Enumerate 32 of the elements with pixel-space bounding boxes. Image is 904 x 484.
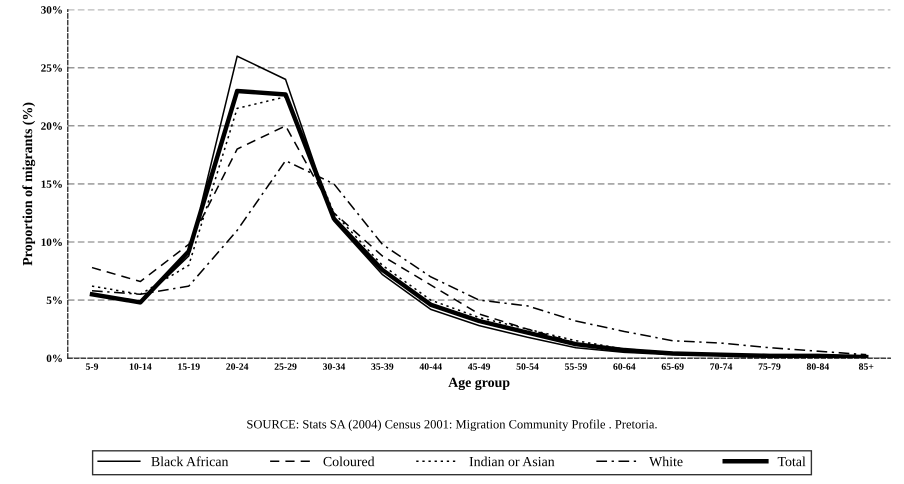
legend-label: Total xyxy=(778,456,806,466)
x-tick-label: 20-24 xyxy=(226,363,248,370)
x-tick-label: 85+ xyxy=(858,363,874,370)
x-tick-label: 55-59 xyxy=(564,363,587,370)
y-tick-label: 0% xyxy=(46,354,62,362)
x-tick-label: 10-14 xyxy=(130,363,152,370)
y-axis-title: Proportion of migrants (%) xyxy=(22,102,36,266)
x-tick-label: 40-44 xyxy=(420,363,442,370)
x-tick-label: 30-34 xyxy=(322,363,346,370)
y-tick-label: 5% xyxy=(46,296,62,304)
y-tick-label: 10% xyxy=(42,238,62,246)
source-note: SOURCE: Stats SA (2004) Census 2001: Migration Community Profile . Pretoria. xyxy=(247,420,657,432)
x-tick-label: 75-79 xyxy=(758,363,780,370)
legend-label: White xyxy=(649,456,683,466)
x-tick-label: 15-19 xyxy=(178,363,200,370)
x-tick-label: 80-84 xyxy=(806,363,830,370)
x-tick-label: 60-64 xyxy=(613,363,636,370)
x-tick-label: 65-69 xyxy=(662,363,684,370)
legend-label: Black African xyxy=(151,456,228,466)
x-tick-label: 50-54 xyxy=(516,363,539,370)
y-tick-label: 15% xyxy=(42,180,62,188)
legend-label: Indian or Asian xyxy=(470,456,554,466)
x-tick-label: 5-9 xyxy=(86,363,98,370)
x-tick-label: 45-49 xyxy=(468,363,490,370)
legend-label: Coloured xyxy=(323,456,374,466)
y-tick-label: 20% xyxy=(41,122,62,130)
y-tick-label: 25% xyxy=(41,64,62,72)
y-tick-label: 30% xyxy=(41,6,62,14)
x-tick-label: 35-39 xyxy=(371,363,394,370)
x-axis-title: Age group xyxy=(448,378,510,390)
x-tick-label: 25-29 xyxy=(274,363,297,370)
x-tick-label: 70-74 xyxy=(710,363,732,370)
